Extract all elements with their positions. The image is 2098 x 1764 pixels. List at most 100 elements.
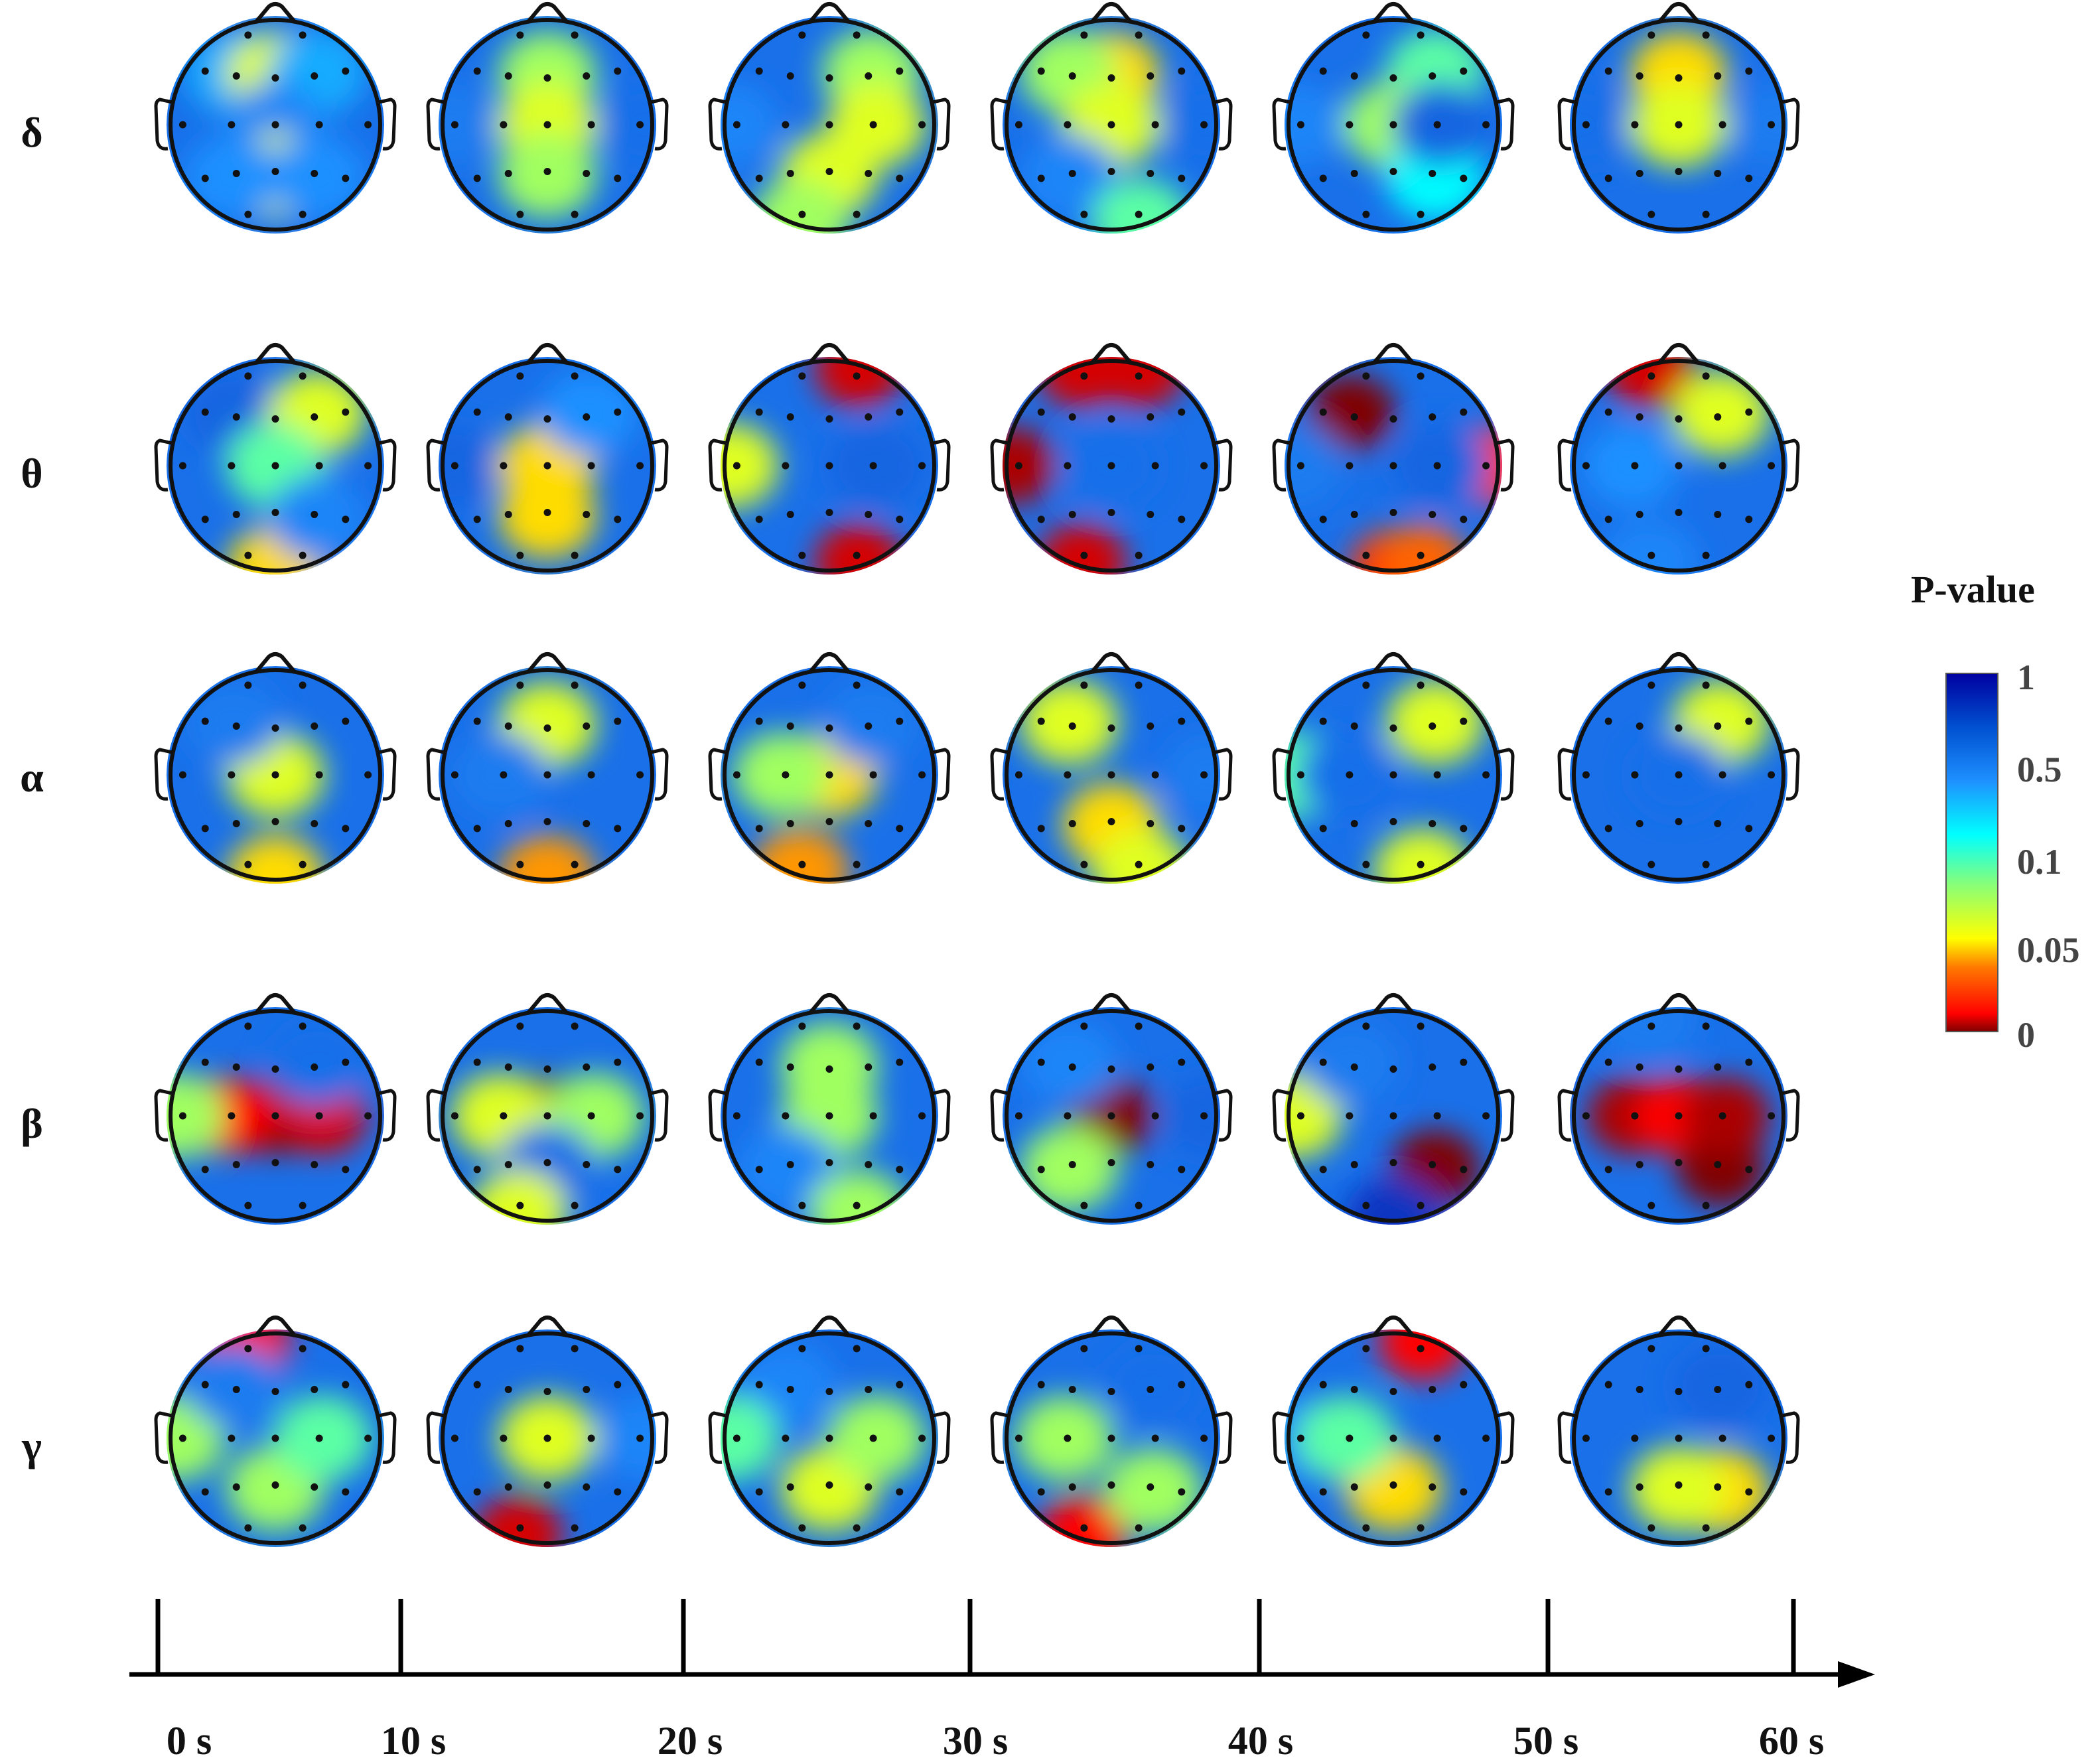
- head-outline: [1005, 18, 1218, 232]
- scalp-blobs: [451, 1073, 644, 1225]
- head-outline: [1572, 359, 1785, 573]
- blob-T7: [721, 423, 779, 508]
- electrode-Pz: [825, 509, 833, 517]
- electrode-O2: [1417, 210, 1425, 218]
- right-ear-outline: [650, 439, 669, 492]
- electrode-Fz: [1107, 1065, 1115, 1073]
- scalp-fill: [167, 1329, 384, 1547]
- electrode-P8: [1745, 825, 1753, 833]
- right-ear-outline: [1496, 98, 1515, 151]
- electrode-F8: [1745, 1381, 1753, 1389]
- blob-T7: [167, 1073, 225, 1158]
- electrode-FP2: [853, 372, 861, 380]
- electrode-O2: [571, 551, 579, 559]
- electrode-F7: [1037, 67, 1045, 75]
- electrode-Pz: [1675, 818, 1683, 826]
- scalp-blobs: [184, 680, 324, 884]
- electrode-FP1: [1362, 1022, 1370, 1030]
- left-ear-outline: [990, 1089, 1009, 1142]
- electrode-Fz: [825, 1387, 833, 1395]
- electrode-Cz: [543, 771, 551, 779]
- electrode-Fz: [1675, 724, 1683, 732]
- topomap-1-0: [154, 343, 397, 575]
- nose-outline: [253, 2, 297, 24]
- electrode-T8: [1200, 121, 1208, 129]
- right-ear-outline: [1782, 748, 1800, 801]
- electrode-O2: [1417, 551, 1425, 559]
- topomap-grid: [154, 2, 1800, 1547]
- left-ear-outline: [990, 1411, 1009, 1464]
- electrode-FP2: [299, 372, 307, 380]
- blob-T8: [1162, 82, 1220, 167]
- electrode-F7: [1319, 1381, 1327, 1389]
- electrode-C4: [869, 1112, 877, 1120]
- blob-T8: [1162, 1073, 1220, 1158]
- electrode-C4: [1151, 121, 1159, 129]
- head-outline: [169, 668, 382, 882]
- electrode-C3: [1346, 1112, 1354, 1120]
- electrode-C3: [228, 1112, 236, 1120]
- electrode-Cz: [1675, 121, 1683, 129]
- scalp-fill: [439, 1329, 656, 1547]
- electrode-Pz: [271, 1481, 279, 1489]
- topomap-1-1: [426, 343, 669, 575]
- electrode-O2: [853, 210, 861, 218]
- electrode-C4: [1718, 121, 1726, 129]
- electrode-C3: [1631, 1112, 1639, 1120]
- electrode-P7: [201, 515, 209, 523]
- right-ear-outline: [650, 98, 669, 151]
- electrode-Cz: [1107, 462, 1115, 470]
- electrode-F8: [896, 1058, 904, 1066]
- electrode-T7: [451, 121, 458, 129]
- blob-F3: [1307, 375, 1396, 452]
- timeline-axis: [129, 1599, 1875, 1688]
- electrode-P7: [1037, 1166, 1045, 1174]
- electrode-P8: [342, 825, 350, 833]
- electrode-FP1: [798, 1022, 806, 1030]
- electrode-T8: [1200, 1434, 1208, 1442]
- left-ear-outline: [154, 439, 173, 492]
- electrode-FP2: [853, 31, 861, 39]
- electrode-F7: [473, 408, 481, 416]
- electrode-T8: [1768, 771, 1776, 779]
- electrode-C3: [1631, 462, 1639, 470]
- electrode-FP1: [1362, 372, 1370, 380]
- electrode-C3: [782, 771, 790, 779]
- scalp-blobs: [1020, 30, 1220, 234]
- electrode-F8: [1745, 717, 1753, 725]
- nose-outline: [807, 993, 851, 1015]
- electrode-C3: [1064, 1434, 1072, 1442]
- blob-P3: [184, 135, 283, 220]
- electrode-F3: [1636, 1386, 1643, 1394]
- electrode-P4: [865, 1483, 873, 1491]
- electrode-F4: [865, 72, 873, 80]
- electrode-C4: [1433, 1434, 1441, 1442]
- left-ear-outline: [426, 1411, 445, 1464]
- electrode-T8: [1200, 462, 1208, 470]
- electrode-O1: [516, 1201, 524, 1209]
- electrode-C4: [1151, 1112, 1159, 1120]
- head-outline: [1005, 1331, 1218, 1545]
- electrode-P4: [1429, 169, 1436, 177]
- electrode-Fz: [543, 724, 551, 732]
- electrode-F3: [232, 413, 240, 421]
- electrode-Pz: [825, 818, 833, 826]
- electrode-P8: [342, 1488, 350, 1496]
- timeline-arrowhead: [1838, 1661, 1875, 1688]
- band-label-delta: δ: [21, 109, 43, 156]
- electrode-P4: [865, 819, 873, 827]
- electrode-Pz: [825, 1159, 833, 1167]
- electrode-T8: [1768, 462, 1776, 470]
- electrode-F7: [201, 408, 209, 416]
- blob-O1: [751, 178, 849, 234]
- left-ear-outline: [154, 1089, 173, 1142]
- electrode-FP1: [516, 681, 524, 689]
- electrode-C4: [1718, 462, 1726, 470]
- electrode-P3: [232, 819, 240, 827]
- electrode-F3: [232, 1386, 240, 1394]
- electrode-C3: [228, 462, 236, 470]
- electrode-P4: [1147, 169, 1154, 177]
- electrode-F4: [1429, 722, 1436, 730]
- electrode-F7: [201, 1058, 209, 1066]
- nose-outline: [1657, 993, 1701, 1015]
